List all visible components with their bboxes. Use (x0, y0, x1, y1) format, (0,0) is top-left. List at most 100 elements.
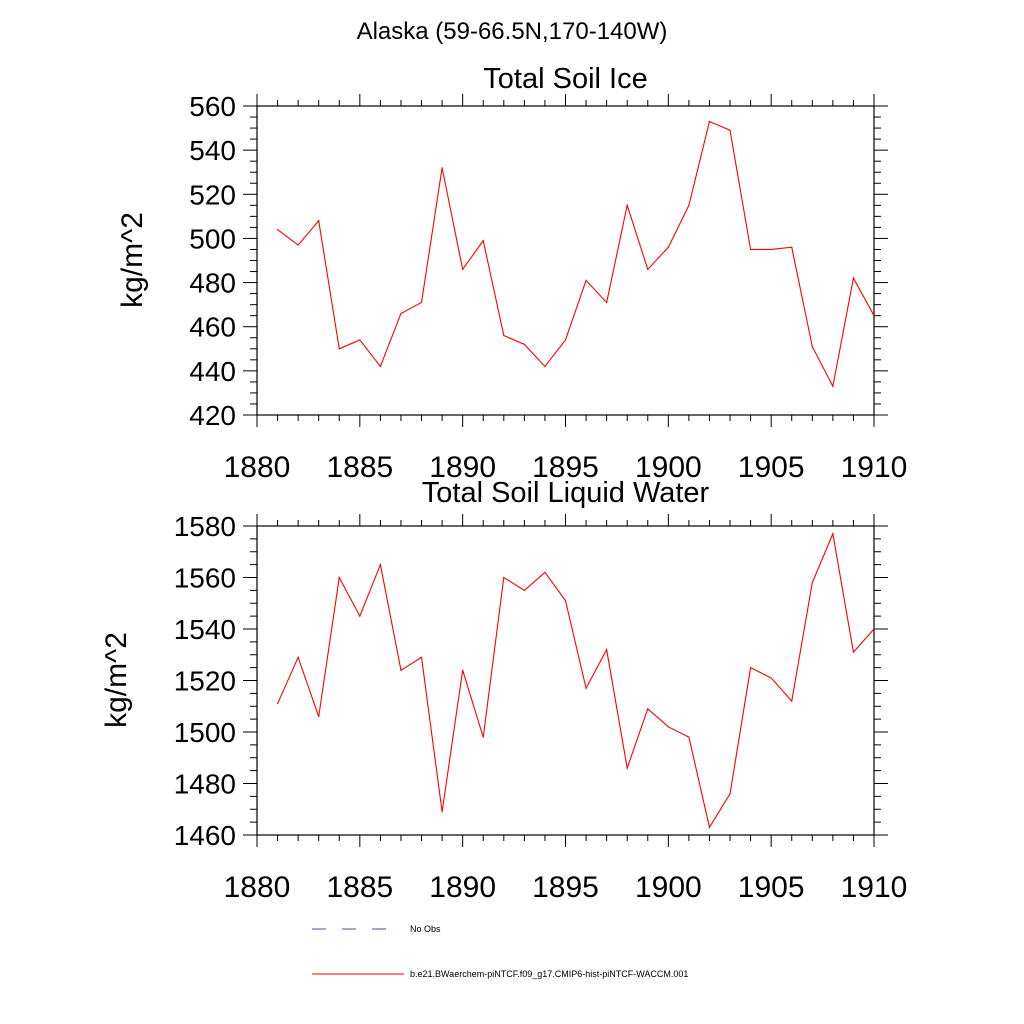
soil-ice-y-axis-label: kg/m^2 (116, 212, 149, 308)
soil-ice-y-tick-label: 560 (189, 91, 236, 122)
soil-liquid-water-data-point (667, 726, 669, 728)
soil-ice-chart-title: Total Soil Ice (483, 63, 647, 95)
soil-liquid-water-data-point (523, 589, 525, 591)
soil-ice-data-point (626, 204, 628, 206)
soil-ice-data-point (832, 385, 834, 387)
soil-liquid-water-x-tick-label: 1895 (532, 871, 599, 904)
soil-liquid-water-x-tick-label: 1885 (326, 871, 393, 904)
soil-ice-data-point (379, 365, 381, 368)
soil-liquid-water-data-point (626, 767, 628, 769)
soil-liquid-water-x-tick-label: 1910 (841, 871, 908, 904)
soil-ice-data-point (441, 167, 443, 169)
soil-liquid-water-data-point (441, 811, 443, 813)
soil-ice-data-point (318, 220, 320, 222)
soil-liquid-water-data-point (276, 703, 279, 705)
soil-ice-x-tick-label: 1880 (224, 451, 291, 484)
soil-liquid-water-data-point (750, 667, 752, 669)
soil-liquid-water-y-tick-label: 1460 (174, 820, 236, 851)
soil-liquid-water-data-point (811, 582, 813, 584)
soil-liquid-water-data-point (503, 576, 505, 579)
soil-liquid-water-data-point (338, 576, 340, 579)
soil-ice-data-point (400, 312, 402, 315)
soil-liquid-water-data-point (729, 793, 731, 795)
soil-ice-data-point (647, 268, 649, 270)
soil-liquid-water-chart-title: Total Soil Liquid Water (422, 477, 710, 509)
soil-liquid-water-y-tick-label: 1500 (174, 717, 236, 748)
soil-liquid-water-data-point (359, 615, 361, 617)
soil-ice-data-point (729, 129, 731, 131)
soil-ice-y-tick-label: 460 (189, 312, 236, 343)
soil-ice-y-tick-label: 520 (189, 179, 236, 210)
soil-ice-x-tick-label: 1905 (738, 451, 805, 484)
soil-liquid-water-data-point (400, 669, 402, 671)
soil-liquid-water-y-axis-label: kg/m^2 (100, 632, 133, 728)
figure-title: Alaska (59-66.5N,170-140W) (356, 18, 668, 45)
soil-liquid-water-y-tick-label: 1480 (174, 769, 236, 800)
soil-liquid-water-data-point (297, 656, 299, 658)
soil-liquid-water-data-point (832, 533, 834, 535)
soil-liquid-water-data-point (688, 736, 690, 738)
soil-ice-data-point (688, 204, 690, 206)
soil-liquid-water-data-point (318, 715, 320, 718)
soil-ice-data-point (297, 244, 299, 246)
soil-liquid-water-x-tick-label: 1880 (224, 871, 291, 904)
soil-ice-data-point (585, 279, 587, 281)
soil-liquid-water-data-point (482, 736, 484, 738)
soil-liquid-water-data-point (770, 677, 772, 679)
soil-ice-x-tick-label: 1910 (841, 451, 908, 484)
soil-liquid-water-data-point (420, 656, 423, 658)
soil-ice-data-point (544, 365, 546, 368)
soil-ice-plot-frame (256, 105, 875, 416)
soil-ice-data-point (503, 334, 505, 337)
soil-liquid-water-data-point (873, 628, 875, 630)
soil-ice-panel: 1880 1885 1890 1895 1900 1905 1910 420 440 460 480… (116, 63, 907, 484)
soil-liquid-water-y-tick-label: 1520 (174, 666, 236, 697)
soil-ice-data-point (791, 246, 793, 248)
soil-liquid-water-y-tick-label: 1580 (174, 511, 236, 542)
soil-liquid-water-data-point (462, 669, 464, 671)
soil-liquid-water-plot-frame (256, 525, 875, 836)
soil-liquid-water-data-point (708, 826, 711, 828)
soil-liquid-water-series-line (277, 531, 875, 829)
soil-ice-data-point (811, 345, 813, 348)
soil-liquid-water-y-tick-label: 1540 (174, 614, 236, 645)
soil-ice-data-point (276, 229, 279, 231)
legend-obs-label: No Obs (410, 924, 441, 934)
soil-liquid-water-data-point (606, 649, 608, 651)
soil-ice-data-point (564, 339, 567, 341)
soil-liquid-water-data-point (791, 700, 793, 702)
soil-ice-data-point (462, 268, 464, 270)
soil-ice-y-tick-label: 480 (189, 268, 236, 299)
soil-liquid-water-panel: 1880 1885 1890 1895 1900 1905 1910 1460 1480 1500… (100, 477, 907, 904)
soil-liquid-water-data-point (647, 708, 649, 710)
soil-ice-data-point (359, 339, 361, 341)
soil-ice-x-tick-label: 1890 (429, 451, 496, 484)
soil-liquid-water-x-tick-label: 1900 (635, 871, 702, 904)
soil-ice-data-point (873, 315, 875, 317)
soil-liquid-water-data-point (585, 687, 587, 689)
soil-liquid-water-data-point (544, 571, 546, 573)
soil-ice-y-tick-label: 500 (189, 223, 236, 254)
soil-ice-data-point (708, 120, 711, 123)
soil-liquid-water-y-tick-label: 1560 (174, 563, 236, 594)
soil-ice-y-tick-label: 440 (189, 356, 236, 387)
soil-ice-data-point (770, 248, 772, 251)
soil-ice-y-tick-label: 540 (189, 135, 236, 166)
soil-ice-data-point (338, 348, 340, 350)
soil-liquid-water-data-point (379, 564, 381, 566)
soil-liquid-water-data-point (564, 600, 567, 602)
soil-ice-data-point (523, 343, 525, 345)
soil-ice-x-tick-label: 1900 (635, 451, 702, 484)
soil-liquid-water-data-point (852, 651, 855, 653)
soil-ice-y-tick-label: 420 (189, 400, 236, 431)
soil-ice-data-point (852, 277, 855, 279)
soil-ice-x-tick-label: 1885 (326, 451, 393, 484)
soil-ice-x-tick-label: 1895 (532, 451, 599, 484)
soil-ice-data-point (750, 248, 752, 251)
soil-ice-data-point (420, 301, 423, 304)
soil-liquid-water-x-tick-label: 1905 (738, 871, 805, 904)
soil-ice-series-line (277, 120, 875, 388)
legend-model-label: b.e21.BWaerchem-piNTCF.f09_g17.CMIP6-his… (410, 969, 688, 979)
soil-liquid-water-x-tick-label: 1890 (429, 871, 496, 904)
